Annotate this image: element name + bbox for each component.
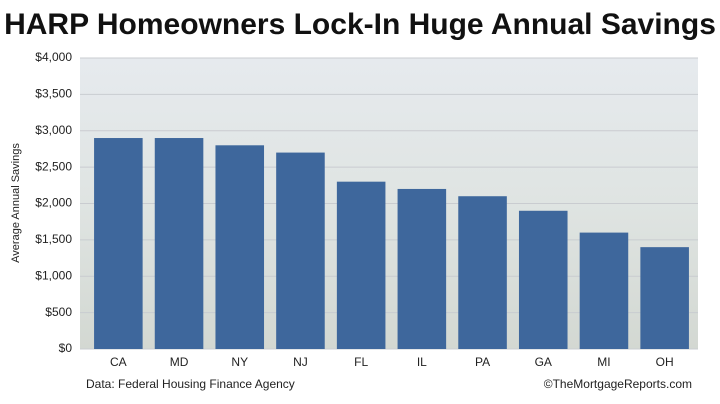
y-tick-label: $2,000 [35,196,72,210]
x-tick-label: GA [535,355,552,369]
bar [94,138,143,349]
source-note: Data: Federal Housing Finance Agency [86,377,295,391]
bar [397,188,447,349]
bar [276,152,325,349]
y-tick-label: $3,000 [35,123,72,137]
y-tick-label: $4,000 [35,50,72,64]
x-tick-label: PA [475,355,490,369]
x-tick-label: FL [354,355,368,369]
bar [458,196,507,349]
credit-note: ©TheMortgageReports.com [544,377,692,391]
x-tick-label: IL [417,355,427,369]
x-tick-label: OH [656,355,674,369]
bar [154,138,204,349]
y-tick-label: $3,500 [35,87,72,101]
chart-title: HARP Homeowners Lock-In Huge Annual Savi… [4,8,716,41]
x-tick-label: MD [170,355,189,369]
y-tick-label: $0 [59,341,73,355]
bar [579,232,629,349]
y-tick-label: $500 [45,305,72,319]
bar [640,247,689,349]
x-tick-label: NY [231,355,248,369]
y-tick-label: $2,500 [35,159,72,173]
x-tick-label: CA [110,355,127,369]
y-tick-label: $1,500 [35,232,72,246]
bar [336,181,386,349]
bar [518,210,568,349]
x-tick-label: MI [597,355,610,369]
y-axis-label: Average Annual Savings [10,143,22,263]
bar [215,145,265,349]
x-tick-label: NJ [293,355,308,369]
y-tick-label: $1,000 [35,268,72,282]
